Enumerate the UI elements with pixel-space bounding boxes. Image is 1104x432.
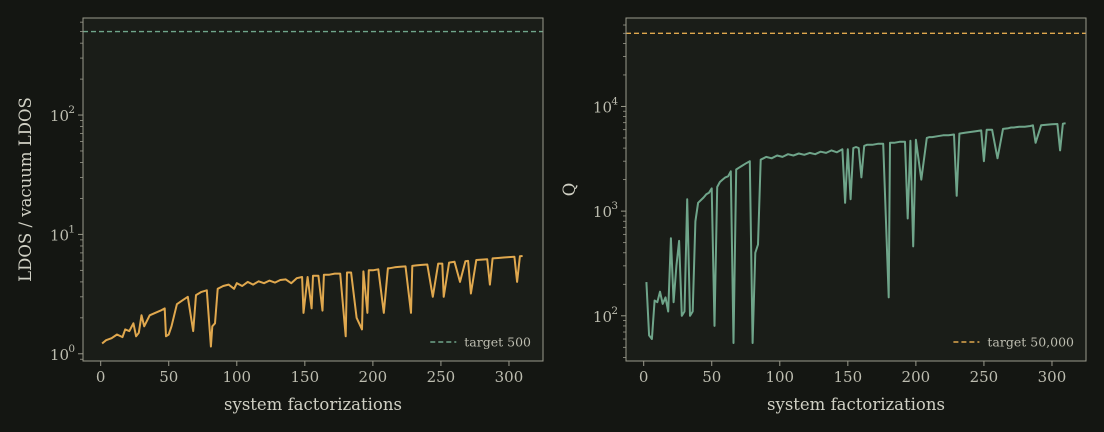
y-tick-exponent: 4	[611, 95, 618, 107]
x-tick-label: 300	[1038, 368, 1067, 386]
series-line-0	[645, 122, 1066, 344]
x-tick-label: 100	[765, 368, 794, 386]
x-tick-label: 250	[970, 368, 999, 386]
y-tick-label: 10	[593, 203, 612, 221]
plot-area	[83, 18, 543, 361]
plot-frame	[625, 17, 1087, 362]
x-tick-label: 0	[96, 368, 106, 386]
y-axis-label: LDOS / vacuum LDOS	[16, 97, 35, 282]
x-axis-label: system factorizations	[224, 395, 402, 414]
series-line-0	[101, 255, 523, 348]
y-axis-label: Q	[560, 183, 579, 197]
y-tick-label: 10	[50, 346, 69, 364]
y-tick-exponent: 2	[68, 104, 75, 116]
x-tick-label: 250	[427, 368, 456, 386]
x-tick-label: 200	[902, 368, 931, 386]
x-axis-label: system factorizations	[767, 395, 945, 414]
y-tick-exponent: 0	[68, 343, 75, 355]
y-tick-label: 10	[50, 226, 69, 244]
y-tick-exponent: 2	[611, 305, 618, 317]
x-tick-label: 300	[495, 368, 524, 386]
x-tick-label: 150	[291, 368, 320, 386]
x-tick-label: 50	[702, 368, 721, 386]
x-tick-label: 150	[834, 368, 863, 386]
x-tick-label: 50	[159, 368, 178, 386]
y-tick-label: 10	[593, 308, 612, 326]
y-tick-label: 10	[593, 98, 612, 116]
y-tick-exponent: 1	[68, 223, 75, 235]
y-tick-label: 10	[50, 107, 69, 125]
x-tick-label: 0	[639, 368, 649, 386]
plot-area	[626, 18, 1086, 361]
legend-label: target 50,000	[987, 335, 1074, 350]
y-tick-exponent: 3	[611, 200, 618, 212]
legend-label: target 500	[464, 335, 531, 350]
x-tick-label: 100	[222, 368, 251, 386]
plot-frame	[82, 17, 544, 362]
x-tick-label: 200	[359, 368, 388, 386]
